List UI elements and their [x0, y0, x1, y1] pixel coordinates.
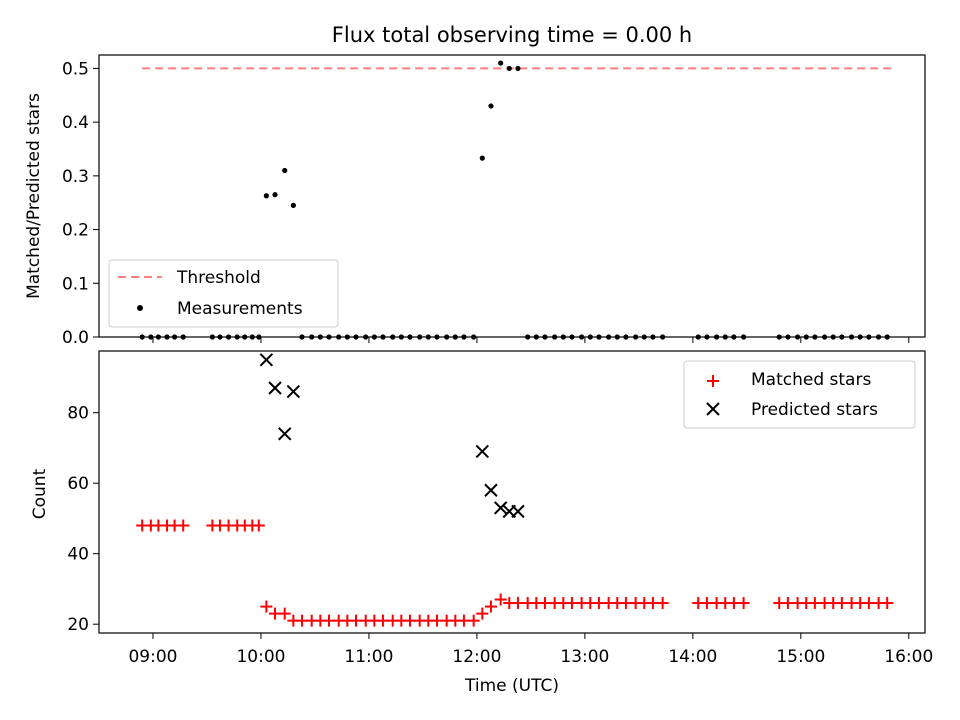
bottom-ytick-label: 60 [67, 474, 89, 494]
bottom-axes-frame [98, 350, 926, 634]
xtick-label: 11:00 [344, 647, 393, 667]
xtick-label: 10:00 [236, 647, 285, 667]
measurement-point [479, 155, 485, 161]
predicted-star-point [475, 444, 490, 459]
measurement-point [488, 103, 494, 109]
xtick-label: 14:00 [668, 647, 717, 667]
matched-star-point [177, 519, 190, 532]
predicted-star-point [493, 501, 508, 515]
top-ytick-label: 0.5 [62, 59, 89, 79]
matched-star-point [656, 597, 669, 610]
xtick-label: 16:00 [884, 647, 933, 667]
measurement-point [263, 193, 269, 199]
measurement-point [515, 65, 521, 72]
measurement-point [290, 202, 296, 208]
top-ytick-label: 0.3 [62, 167, 89, 187]
top-axes-frame [98, 54, 926, 338]
legend-matched-marker [707, 375, 719, 387]
matched-star-point [494, 593, 507, 606]
bottom-panel: 20 40 60 80 09:00 10:00 11:00 12:00 13:00 14:00 1… [30, 350, 933, 696]
bottom-ylabel: Count [30, 468, 50, 519]
legend-measurements-marker [137, 305, 143, 311]
measurement-point [272, 192, 278, 198]
measurement-point [506, 65, 512, 72]
top-panel: 0.0 0.1 0.2 0.3 0.4 0.5 Matched/Predicted sta… [24, 54, 926, 348]
matched-star-point [278, 607, 291, 620]
matched-star-point [881, 597, 894, 610]
matched-star-point [467, 614, 480, 627]
legend-measurements-label: Measurements [177, 299, 303, 319]
matched-star-point [484, 600, 497, 613]
bottom-legend-box [683, 360, 916, 429]
predicted-star-point [286, 384, 301, 399]
measurement-point [282, 167, 288, 174]
predicted-star-point [278, 427, 292, 441]
xtick-label: 12:00 [452, 647, 501, 667]
top-ytick-label: 0.2 [62, 221, 89, 241]
top-ytick-label: 0.4 [62, 113, 89, 133]
matched-star-point [737, 597, 750, 610]
legend-predicted-label: Predicted stars [751, 400, 878, 420]
xtick-label: 09:00 [128, 647, 177, 667]
bottom-ytick-label: 40 [67, 545, 89, 565]
bottom-legend: Matched stars Predicted stars [683, 360, 916, 429]
matched-star-point [476, 607, 489, 620]
xtick-label: 15:00 [776, 647, 825, 667]
chart-title: Flux total observing time = 0.00 h [332, 23, 692, 47]
predicted-star-point [484, 483, 498, 497]
xtick-label: 13:00 [560, 647, 609, 667]
top-legend: Threshold Measurements [108, 259, 339, 328]
legend-matched-label: Matched stars [751, 370, 871, 390]
measurement-point [498, 60, 504, 66]
legend-threshold-label: Threshold [176, 268, 261, 288]
predicted-star-point [511, 504, 525, 519]
matched-star-point [252, 519, 265, 532]
top-ytick-label: 0.0 [62, 328, 89, 348]
top-ylabel: Matched/Predicted stars [24, 93, 44, 299]
bottom-ytick-label: 80 [67, 404, 89, 424]
x-axis-label: Time (UTC) [464, 676, 559, 696]
bottom-ytick-label: 20 [67, 615, 89, 635]
matched-star-point [260, 600, 273, 613]
top-legend-box [108, 259, 339, 328]
predicted-star-point [268, 381, 282, 395]
legend-predicted-marker [706, 402, 720, 416]
predicted-star-point [259, 353, 274, 367]
top-ytick-label: 0.1 [62, 274, 89, 294]
